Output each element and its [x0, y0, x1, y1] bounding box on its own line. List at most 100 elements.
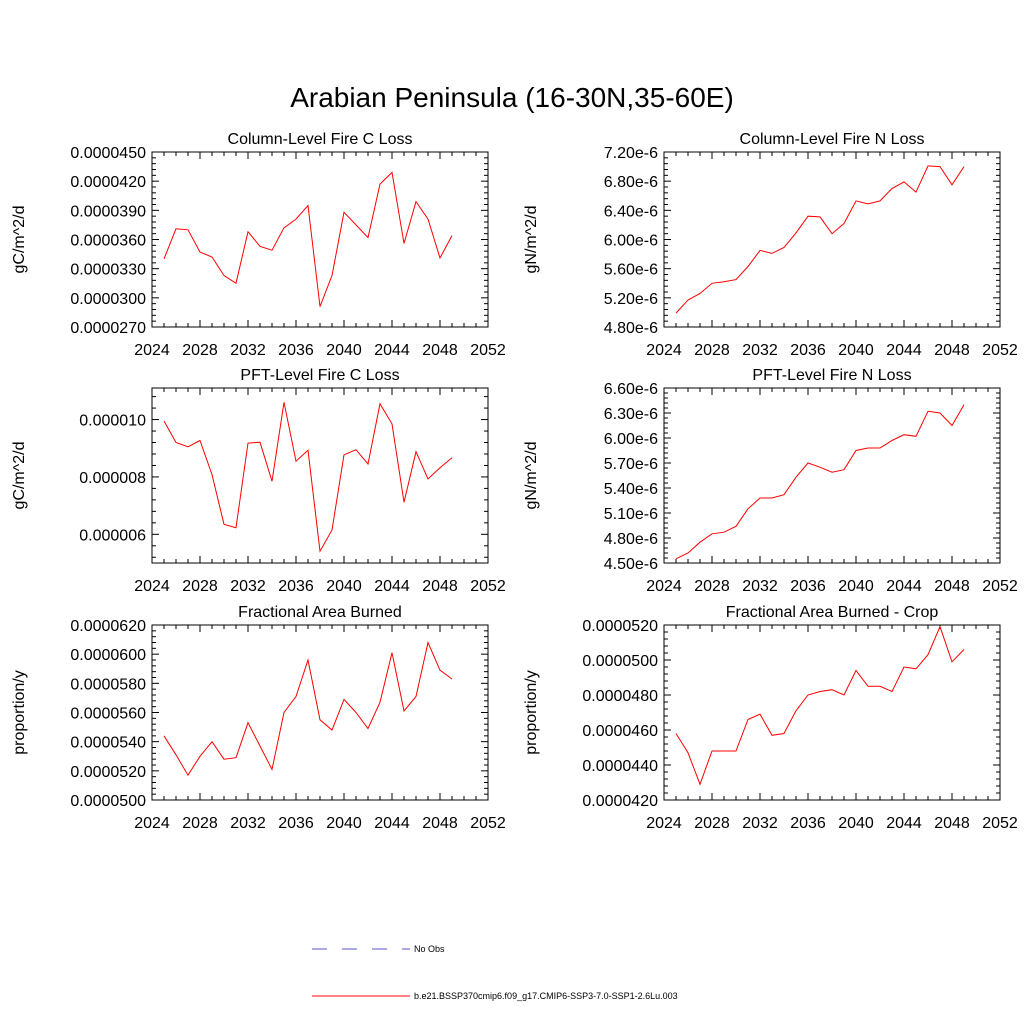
y-tick-label: 4.50e-6	[604, 556, 658, 573]
x-tick-label: 2028	[694, 578, 730, 595]
y-tick-label: 0.0000420	[582, 793, 658, 810]
panel-2: Column-Level Fire N Loss gN/m^2/d 2024 2028…	[523, 131, 1018, 359]
y-axis-label: gN/m^2/d	[523, 442, 540, 510]
panel-4: PFT-Level Fire N Loss gN/m^2/d 2024 2028 203…	[523, 367, 1018, 595]
x-tick-label: 2048	[934, 578, 970, 595]
x-tick-label: 2052	[982, 342, 1018, 359]
x-tick-label: 2028	[694, 342, 730, 359]
y-tick-label: 4.80e-6	[604, 531, 658, 548]
x-tick-label: 2040	[838, 815, 874, 832]
plot-frame	[663, 151, 1001, 328]
series-line-1	[163, 402, 453, 553]
page-title: Arabian Peninsula (16-30N,35-60E)	[290, 82, 734, 113]
x-tick-label: 2032	[230, 578, 266, 595]
y-axis-label: gC/m^2/d	[11, 442, 28, 510]
x-tick-label: 2048	[422, 578, 458, 595]
y-tick-label: 0.0000520	[70, 764, 146, 781]
x-tick-label: 2044	[374, 578, 410, 595]
x-tick-label: 2024	[134, 342, 170, 359]
y-tick-label: 0.0000580	[70, 676, 146, 693]
y-tick-label: 5.20e-6	[604, 291, 658, 308]
x-tick-label: 2040	[326, 578, 362, 595]
legend: No Obs b.e21.BSSP370cmip6.f09_g17.CMIP6-…	[312, 944, 678, 1001]
legend-label-no-obs: No Obs	[414, 944, 445, 954]
y-axis-label: proportion/y	[11, 670, 28, 755]
y-tick-label: 5.10e-6	[604, 506, 658, 523]
x-tick-label: 2024	[646, 342, 682, 359]
y-tick-label: 0.0000330	[70, 262, 146, 279]
x-tick-label: 2032	[742, 815, 778, 832]
x-tick-label: 2032	[230, 815, 266, 832]
x-tick-label: 2044	[886, 815, 922, 832]
x-tick-label: 2052	[470, 815, 506, 832]
plot-frame	[151, 624, 489, 801]
y-tick-label: 0.000008	[79, 470, 146, 487]
y-axis-label: proportion/y	[523, 670, 540, 755]
y-tick-label: 0.0000450	[70, 145, 146, 162]
panels: Column-Level Fire C Loss gC/m^2/d 2024 2028…	[11, 131, 1018, 832]
y-tick-label: 6.00e-6	[604, 431, 658, 448]
plot-frame	[663, 624, 1001, 801]
y-tick-label: 0.0000420	[70, 174, 146, 191]
series-line-1	[675, 165, 965, 314]
x-tick-label: 2040	[326, 815, 362, 832]
y-tick-label: 6.30e-6	[604, 406, 658, 423]
x-tick-label: 2036	[278, 342, 314, 359]
x-tick-label: 2044	[374, 815, 410, 832]
y-tick-label: 6.40e-6	[604, 203, 658, 220]
y-tick-label: 0.000006	[79, 527, 146, 544]
x-tick-label: 2040	[838, 342, 874, 359]
panel-title: Fractional Area Burned	[238, 604, 402, 621]
x-tick-label: 2036	[790, 342, 826, 359]
panel-title: PFT-Level Fire N Loss	[752, 367, 911, 384]
y-tick-label: 0.0000540	[70, 735, 146, 752]
x-tick-label: 2040	[326, 342, 362, 359]
y-tick-label: 0.0000390	[70, 203, 146, 220]
y-tick-label: 6.60e-6	[604, 381, 658, 398]
x-tick-label: 2032	[742, 578, 778, 595]
y-tick-label: 0.0000460	[582, 723, 658, 740]
x-tick-label: 2036	[790, 578, 826, 595]
x-tick-label: 2028	[694, 815, 730, 832]
x-tick-label: 2036	[278, 578, 314, 595]
x-tick-label: 2044	[374, 342, 410, 359]
x-tick-label: 2052	[982, 578, 1018, 595]
y-tick-label: 5.40e-6	[604, 481, 658, 498]
x-tick-label: 2028	[182, 815, 218, 832]
panel-title: Column-Level Fire C Loss	[228, 131, 413, 148]
panel-title: Column-Level Fire N Loss	[740, 131, 925, 148]
y-tick-label: 0.000010	[79, 413, 146, 430]
x-tick-label: 2052	[470, 342, 506, 359]
y-tick-label: 4.80e-6	[604, 320, 658, 337]
series-line-1	[163, 171, 453, 307]
series-line-1	[675, 404, 965, 560]
x-tick-label: 2048	[934, 815, 970, 832]
x-tick-label: 2036	[278, 815, 314, 832]
x-tick-label: 2032	[230, 342, 266, 359]
x-tick-label: 2024	[134, 815, 170, 832]
x-tick-label: 2048	[422, 342, 458, 359]
legend-label-simulation: b.e21.BSSP370cmip6.f09_g17.CMIP6-SSP3-7.…	[414, 991, 678, 1001]
plot-frame	[151, 387, 489, 564]
y-tick-label: 0.0000620	[70, 618, 146, 635]
panel-5: Fractional Area Burned proportion/y 2024 20…	[11, 604, 506, 832]
y-tick-label: 5.70e-6	[604, 456, 658, 473]
series-line-1	[163, 640, 453, 777]
x-tick-label: 2048	[934, 342, 970, 359]
y-tick-label: 0.0000500	[70, 793, 146, 810]
x-tick-label: 2024	[134, 578, 170, 595]
y-tick-label: 0.0000270	[70, 320, 146, 337]
x-tick-label: 2028	[182, 342, 218, 359]
x-tick-label: 2044	[886, 578, 922, 595]
x-tick-label: 2052	[470, 578, 506, 595]
y-tick-label: 0.0000560	[70, 706, 146, 723]
y-tick-label: 0.0000520	[582, 618, 658, 635]
y-tick-label: 0.0000360	[70, 233, 146, 250]
y-tick-label: 0.0000300	[70, 291, 146, 308]
panel-3: PFT-Level Fire C Loss gC/m^2/d 2024 2028 203…	[11, 367, 506, 595]
plot-frame	[151, 151, 489, 328]
plot-frame	[663, 387, 1001, 564]
x-tick-label: 2040	[838, 578, 874, 595]
series-line-1	[675, 625, 965, 786]
